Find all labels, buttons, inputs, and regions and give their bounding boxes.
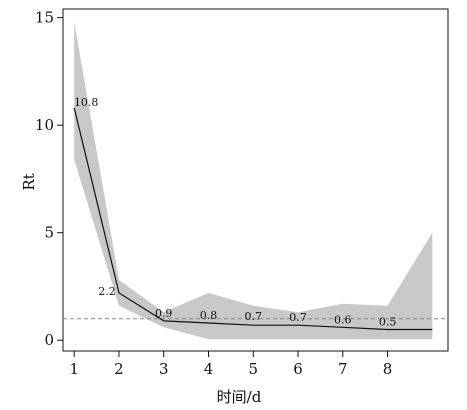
data-label: 0.7 [289, 311, 307, 324]
series-line [73, 107, 433, 331]
plot-frame [62, 8, 449, 352]
data-label: 10.8 [74, 96, 99, 109]
y-tick-label: 5 [44, 224, 54, 242]
y-tick-label: 15 [35, 9, 54, 27]
confidence-band [74, 21, 433, 340]
data-label-layer: 10.8 2.2 0.9 0.8 0.7 0.7 0.6 0.5 [74, 96, 396, 329]
data-label: 0.9 [155, 307, 173, 320]
y-tick-label: 10 [35, 116, 54, 134]
x-tick-label: 7 [338, 360, 348, 378]
x-tick-label: 4 [204, 360, 214, 378]
data-label: 0.7 [245, 310, 263, 323]
data-label: 0.6 [334, 313, 352, 326]
confidence-band-layer [74, 21, 433, 340]
data-label: 0.8 [200, 309, 218, 322]
data-label: 0.5 [379, 316, 397, 329]
x-axis-title: 时间/d [217, 388, 262, 406]
series-line-layer [73, 107, 433, 331]
y-tick-label: 0 [44, 331, 54, 349]
y-axis-title: Rt [20, 173, 38, 190]
x-tick-label: 6 [293, 360, 303, 378]
x-tick-label: 8 [383, 360, 393, 378]
x-tick-label: 5 [248, 360, 258, 378]
data-label: 2.2 [98, 285, 116, 298]
x-tick-label: 3 [159, 360, 169, 378]
x-tick-label: 1 [69, 360, 79, 378]
x-tick-label: 2 [114, 360, 124, 378]
axis-layer: 1 2 3 4 5 6 7 8 0 5 10 15 [35, 9, 392, 378]
